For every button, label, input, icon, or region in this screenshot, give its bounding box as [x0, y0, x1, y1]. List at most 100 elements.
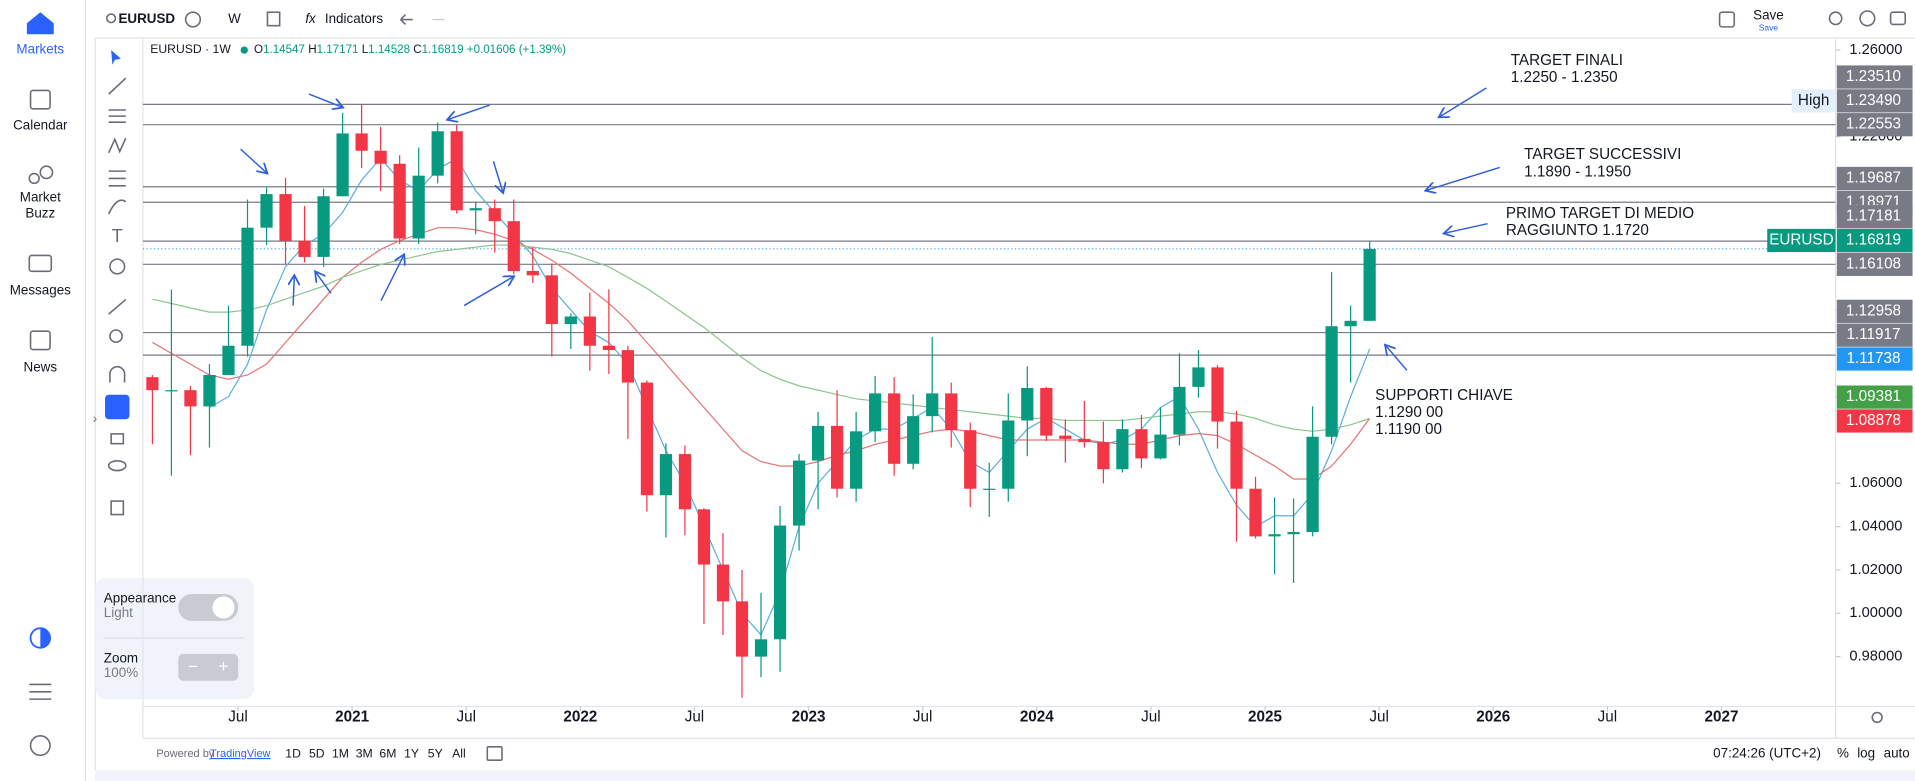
search-icon[interactable] [106, 13, 117, 24]
price-badge [1836, 385, 1913, 409]
candle-body [602, 345, 615, 351]
chart-style[interactable] [266, 11, 281, 27]
snapshot[interactable] [1889, 11, 1907, 26]
range-button[interactable]: 1Y [404, 746, 419, 760]
layout-icon[interactable] [1718, 11, 1736, 28]
quick-search[interactable] [1828, 11, 1843, 26]
log-toggle[interactable]: log [1857, 746, 1875, 761]
lock-tool[interactable] [110, 433, 125, 445]
annotation: RAGGIUNTO 1.1720 [1506, 222, 1649, 239]
candle-body [754, 639, 768, 657]
price-badge-label: 1.16819 [1846, 232, 1901, 249]
zoom-in[interactable]: + [219, 657, 229, 676]
x-tick-label: 2021 [335, 708, 369, 725]
news-icon[interactable] [29, 330, 51, 351]
moving-average [152, 227, 1371, 480]
price-tag-label: High [1798, 92, 1829, 109]
price-badge-label: 1.16108 [1846, 255, 1901, 272]
y-tick-label: 1.00000 [1849, 605, 1902, 621]
nav-news[interactable]: News [24, 359, 58, 374]
axis-settings[interactable] [1871, 711, 1883, 724]
settings[interactable] [1859, 10, 1876, 27]
price-badge-label: 1.12958 [1846, 302, 1901, 319]
toggle-knob [212, 596, 235, 619]
goto-date[interactable] [486, 745, 503, 762]
icon-tool[interactable] [109, 258, 126, 275]
collapse[interactable]: › [93, 411, 97, 426]
add-symbol[interactable] [184, 11, 202, 28]
zoom-out[interactable]: − [188, 657, 198, 676]
price-badge-label: 1.11738 [1846, 350, 1900, 367]
fx-icon[interactable]: fx [305, 11, 317, 26]
indicators[interactable]: Indicators [325, 11, 383, 26]
x-tick-label: Jul [1141, 708, 1161, 725]
nav-markets[interactable]: Markets [16, 42, 64, 57]
candle-body [374, 150, 387, 164]
candle-body [773, 525, 787, 640]
y-tick-label: 1.26000 [1849, 42, 1902, 58]
range-button[interactable]: 5D [309, 746, 325, 760]
candle-body [469, 208, 482, 211]
range-button[interactable]: 1D [285, 746, 301, 760]
cursor-tool[interactable] [111, 50, 121, 65]
candle-body [945, 393, 958, 431]
buzz-icon[interactable] [28, 172, 40, 185]
delete-tool[interactable] [110, 500, 125, 516]
zoom-controls[interactable] [178, 653, 239, 681]
theme-icon [40, 628, 51, 648]
candle-body [431, 131, 444, 176]
zoom-value: 100% [104, 665, 138, 680]
candle-body [659, 454, 673, 496]
x-tick-label: 2024 [1020, 708, 1054, 725]
price-badge-label: 1.22553 [1846, 116, 1901, 133]
settings-icon[interactable] [29, 683, 52, 700]
percent-toggle[interactable]: % [1837, 746, 1849, 761]
price-badge [1836, 299, 1913, 323]
measure-tool[interactable] [108, 298, 127, 315]
ohlc-value: 1.14547 [263, 43, 305, 56]
hide-tool[interactable] [107, 459, 127, 472]
range-button[interactable]: All [452, 746, 466, 760]
forecast-tool[interactable] [108, 170, 126, 187]
candle-body [792, 460, 806, 526]
plot [142, 103, 1836, 698]
save-button[interactable]: Save [1753, 7, 1784, 22]
pattern-tool[interactable] [107, 137, 127, 154]
range-button[interactable]: 5Y [428, 746, 443, 760]
candle-body [1059, 435, 1072, 439]
range-button[interactable]: 1M [332, 746, 349, 760]
help-icon[interactable] [29, 734, 51, 757]
nav-buzz[interactable]: Buzz [25, 205, 55, 220]
brand-link[interactable]: TradingView [210, 748, 270, 760]
symbol-search[interactable]: EURUSD [118, 11, 175, 26]
text-tool[interactable]: T [112, 225, 123, 246]
brush-tool[interactable] [107, 199, 127, 215]
range-buttons: 1D 5D 1M 3M 6M 1Y 5Y All [285, 746, 465, 760]
annotation: PRIMO TARGET DI MEDIO [1506, 205, 1694, 222]
range-button[interactable]: 3M [356, 746, 373, 760]
candle-body [393, 163, 406, 239]
undo[interactable] [400, 14, 413, 26]
messages-icon[interactable] [28, 254, 53, 273]
candle-body [1021, 387, 1034, 421]
range-button[interactable]: 6M [379, 746, 396, 760]
candle-body [1040, 387, 1053, 436]
zoom-tool[interactable] [109, 329, 123, 344]
y-tick-label: 1.02000 [1849, 562, 1902, 578]
line-tool[interactable] [108, 77, 127, 95]
nav-market[interactable]: Market [20, 190, 61, 205]
fib-tool[interactable] [108, 109, 126, 124]
y-tick-label: 1.06000 [1849, 475, 1902, 491]
nav-calendar[interactable]: Calendar [13, 117, 68, 132]
candle-body [507, 221, 520, 271]
buzz-icon[interactable] [39, 165, 54, 180]
auto-toggle[interactable]: auto [1884, 746, 1910, 761]
calendar-icon[interactable] [29, 89, 51, 110]
candle-body [621, 350, 634, 383]
interval[interactable]: W [228, 11, 241, 26]
magnet-tool[interactable] [109, 365, 126, 383]
nav-messages[interactable]: Messages [10, 282, 71, 297]
draw-mode[interactable] [105, 394, 130, 420]
x-tick-label: 2027 [1705, 708, 1739, 725]
